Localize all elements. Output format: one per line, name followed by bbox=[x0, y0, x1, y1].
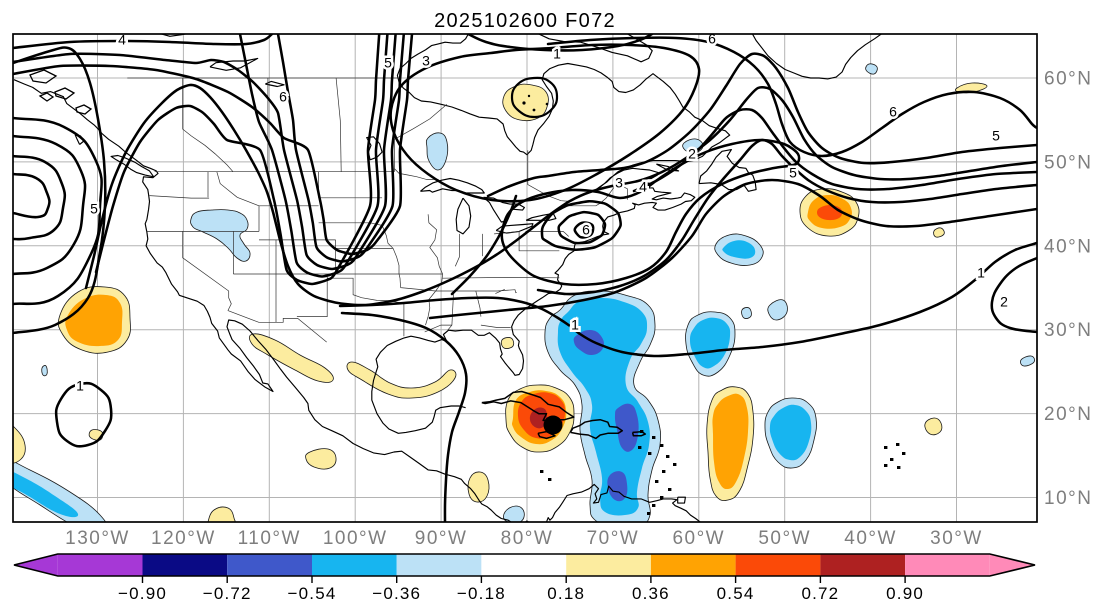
svg-text:2025102600 F072: 2025102600 F072 bbox=[434, 10, 616, 32]
svg-text:60°W: 60°W bbox=[672, 528, 725, 549]
svg-text:80°W: 80°W bbox=[501, 528, 554, 549]
svg-text:0.54: 0.54 bbox=[717, 584, 755, 603]
svg-text:5: 5 bbox=[992, 128, 1000, 144]
svg-text:110°W: 110°W bbox=[238, 528, 301, 549]
svg-text:4: 4 bbox=[118, 32, 126, 48]
svg-text:−0.72: −0.72 bbox=[203, 584, 252, 603]
svg-text:20°N: 20°N bbox=[1044, 404, 1092, 425]
svg-text:70°W: 70°W bbox=[587, 528, 640, 549]
svg-text:50°N: 50°N bbox=[1044, 152, 1092, 173]
svg-text:120°W: 120°W bbox=[151, 528, 216, 549]
svg-text:1: 1 bbox=[76, 378, 84, 394]
svg-text:2: 2 bbox=[1000, 294, 1008, 310]
svg-text:90°W: 90°W bbox=[415, 528, 468, 549]
svg-text:3: 3 bbox=[422, 53, 430, 69]
svg-text:30°W: 30°W bbox=[930, 528, 983, 549]
svg-text:60°N: 60°N bbox=[1044, 69, 1092, 90]
svg-text:100°W: 100°W bbox=[323, 528, 388, 549]
svg-text:−0.54: −0.54 bbox=[287, 584, 336, 603]
svg-text:0.90: 0.90 bbox=[886, 584, 924, 603]
svg-text:−0.18: −0.18 bbox=[457, 584, 506, 603]
svg-text:40°N: 40°N bbox=[1044, 236, 1092, 257]
svg-text:3: 3 bbox=[615, 175, 623, 191]
svg-text:0.36: 0.36 bbox=[632, 584, 670, 603]
svg-text:6: 6 bbox=[582, 222, 590, 238]
svg-text:0.72: 0.72 bbox=[801, 584, 839, 603]
svg-text:1: 1 bbox=[553, 46, 561, 62]
svg-text:2: 2 bbox=[688, 146, 696, 162]
svg-text:−0.36: −0.36 bbox=[372, 584, 421, 603]
svg-text:5: 5 bbox=[789, 165, 797, 181]
svg-text:1: 1 bbox=[977, 265, 985, 281]
svg-text:−0.90: −0.90 bbox=[118, 584, 167, 603]
svg-text:5: 5 bbox=[90, 201, 98, 217]
svg-text:30°N: 30°N bbox=[1044, 320, 1092, 341]
svg-text:6: 6 bbox=[279, 89, 287, 105]
svg-text:5: 5 bbox=[384, 55, 392, 71]
svg-text:50°W: 50°W bbox=[758, 528, 811, 549]
svg-text:40°W: 40°W bbox=[844, 528, 897, 549]
svg-text:6: 6 bbox=[889, 104, 897, 120]
svg-text:6: 6 bbox=[708, 31, 716, 47]
svg-text:0.18: 0.18 bbox=[547, 584, 585, 603]
svg-text:130°W: 130°W bbox=[65, 528, 130, 549]
svg-text:1: 1 bbox=[571, 317, 579, 333]
svg-text:10°N: 10°N bbox=[1044, 488, 1092, 509]
svg-text:4: 4 bbox=[639, 179, 647, 195]
